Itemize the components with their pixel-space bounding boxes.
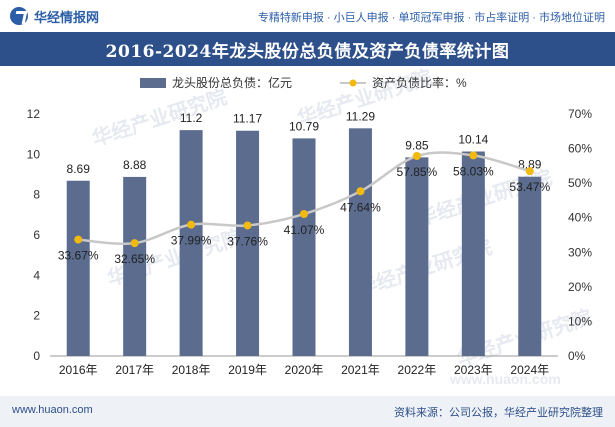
y-left-tick-label: 10 [27, 147, 41, 161]
y-right-tick-label: 40% [568, 211, 592, 225]
x-tick-label: 2021年 [341, 363, 380, 377]
ratio-value-label: 47.64% [340, 200, 381, 214]
bar-value-label: 11.17 [233, 112, 262, 126]
x-tick-label: 2017年 [115, 363, 154, 377]
bar [179, 130, 203, 356]
y-left-tick-label: 4 [33, 268, 40, 282]
ratio-value-label: 32.65% [114, 252, 155, 266]
y-right-tick-label: 30% [568, 245, 592, 259]
ratio-point [300, 210, 308, 219]
footer-website[interactable]: www.huaon.com [12, 404, 93, 416]
bar [66, 180, 90, 356]
y-right-tick-label: 0% [568, 349, 586, 363]
footer-source: 资料来源：公司公报，华经产业研究院整理 [394, 407, 603, 419]
y-left-tick-label: 0 [33, 349, 40, 363]
y-right-tick-label: 50% [568, 176, 592, 190]
ratio-value-label: 37.76% [227, 234, 268, 248]
x-tick-label: 2024年 [510, 363, 549, 377]
legend-line-label: 资产负债比率：% [372, 75, 467, 90]
bar [405, 157, 429, 356]
ratio-value-label: 53.47% [509, 180, 550, 194]
site-logo[interactable]: 华经情报网 [10, 6, 99, 26]
x-tick-label: 2022年 [398, 363, 437, 377]
ratio-point [525, 167, 534, 176]
footer-bar: www.huaon.com 资料来源：公司公报，华经产业研究院整理 [0, 396, 615, 427]
bar-value-label: 8.88 [123, 158, 147, 172]
y-right-tick-label: 20% [568, 280, 592, 294]
logo-text: 华经情报网 [34, 9, 100, 25]
bar-value-label: 11.2 [180, 111, 203, 125]
bar [461, 151, 485, 356]
y-right-tick-label: 10% [568, 314, 592, 328]
ratio-value-label: 58.03% [453, 164, 494, 178]
bar-value-label: 10.79 [289, 119, 319, 133]
combo-chart: 华经产业研究院华经产业研究院华经产业研究院华经产业研究院华经产业研究院华经产业研… [27, 66, 595, 387]
x-tick-label: 2020年 [285, 363, 324, 377]
bar [236, 130, 260, 356]
x-tick-label: 2016年 [59, 363, 98, 377]
x-tick-label: 2019年 [228, 363, 267, 377]
bar [518, 176, 542, 356]
ratio-point [412, 152, 421, 161]
x-tick-label: 2023年 [454, 363, 493, 377]
x-tick-label: 2018年 [172, 363, 211, 377]
chart-title: 2016-2024年龙头股份总负债及资产负债率统计图 [105, 41, 510, 62]
bar-value-label: 8.69 [67, 162, 91, 176]
ratio-point [356, 187, 365, 196]
ratio-value-label: 37.99% [171, 234, 212, 248]
bar-value-label: 11.29 [346, 109, 375, 123]
ratio-point [243, 221, 252, 230]
watermark-text: 华经产业研究院 [89, 85, 230, 151]
y-left-tick-label: 2 [33, 309, 40, 323]
y-right-tick-label: 60% [568, 142, 592, 156]
ratio-value-label: 33.67% [58, 249, 99, 263]
bar [348, 128, 372, 356]
y-left-tick-label: 8 [33, 188, 40, 202]
bar [123, 176, 147, 356]
ratio-value-label: 57.85% [397, 165, 438, 179]
ratio-value-label: 41.07% [284, 223, 325, 237]
bar-value-label: 9.85 [405, 138, 429, 152]
watermark-url: www.huaon.com [449, 371, 561, 387]
service-tagline: 专精特新申报 · 小巨人申报 · 单项冠军申报 · 市占率证明 · 市场地位证明 [257, 12, 605, 24]
ratio-point [187, 220, 196, 229]
top-bar: 华经情报网 专精特新申报 · 小巨人申报 · 单项冠军申报 · 市占率证明 · … [0, 0, 615, 32]
legend-line-marker [349, 79, 357, 87]
y-left-tick-label: 12 [27, 107, 41, 121]
y-left-tick-label: 6 [33, 228, 40, 242]
ratio-point [130, 239, 139, 248]
logo-icon [10, 7, 28, 25]
y-right-tick-label: 70% [568, 107, 592, 121]
legend-bar-label: 龙头股份总负债：亿元 [172, 75, 292, 90]
bar-value-label: 10.14 [458, 133, 488, 147]
bar [292, 138, 316, 356]
ratio-point [469, 151, 478, 160]
title-bar: 2016-2024年龙头股份总负债及资产负债率统计图 [0, 32, 615, 66]
ratio-point [74, 235, 83, 244]
legend-bar-swatch [140, 78, 166, 88]
